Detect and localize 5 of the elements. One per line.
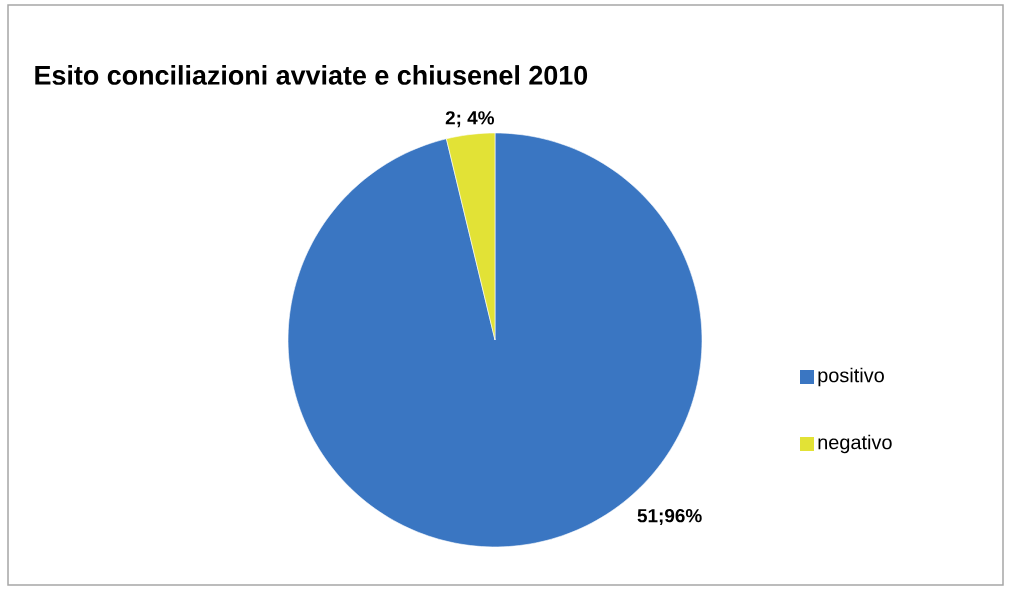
data-label: 51;96% bbox=[637, 508, 702, 526]
legend-label: negativo bbox=[818, 434, 892, 454]
data-label: 2; 4% bbox=[445, 111, 495, 128]
legend-label: positivo bbox=[818, 367, 884, 387]
chart-title: Esito conciliazioni avviate e chiusenel 2010 bbox=[35, 65, 588, 85]
